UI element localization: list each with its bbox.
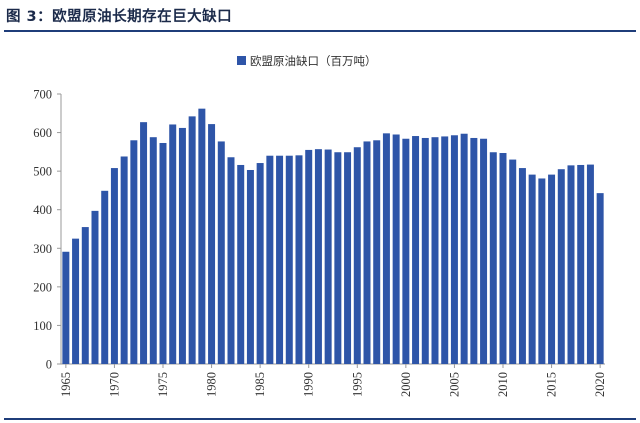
bars [62,108,604,365]
bar-1978 [188,116,196,365]
bar-1990 [305,149,313,364]
bar-1997 [373,140,381,364]
bar-2003 [431,137,439,364]
bar-1971 [120,156,128,364]
bar-1970 [110,168,118,364]
bar-1973 [140,122,148,364]
bar-1995 [353,147,361,364]
legend-label: 欧盟原油缺口（百万吨） [250,54,377,68]
bar-2019 [586,164,594,364]
x-tick-label: 1985 [253,372,267,397]
x-tick-label: 1970 [107,372,121,397]
bar-2016 [557,169,565,364]
bar-2018 [577,164,585,364]
y-tick-label: 300 [33,242,52,256]
x-tick-label: 2020 [593,372,607,397]
bar-1965 [62,251,70,364]
y-tick-label: 700 [33,88,52,102]
bar-1993 [334,152,342,364]
bar-1984 [246,169,254,364]
bar-1989 [295,155,303,364]
y-tick-label: 400 [33,203,52,217]
bar-1998 [382,133,390,364]
x-axis: 1965 1970 1975 1980 1985 1990 1995 2000 2005 2010… [59,363,607,397]
bar-1968 [91,210,99,364]
bar-2017 [567,165,575,364]
bar-2013 [528,174,536,364]
x-tick-label: 2010 [496,372,510,397]
bar-1988 [285,155,293,364]
x-tick-label: 1995 [350,372,364,397]
bar-2001 [412,136,420,364]
bar-2020 [596,193,604,364]
bar-1975 [159,142,167,364]
bar-2011 [509,159,517,364]
bar-1994 [344,152,352,364]
bar-2006 [460,133,468,364]
x-tick-label: 1965 [59,372,73,397]
bar-2010 [499,153,507,364]
x-tick-label: 2015 [545,372,559,397]
bar-1982 [227,157,235,364]
bar-1999 [392,134,400,364]
y-tick-label: 500 [33,165,52,179]
x-tick-label: 2000 [399,372,413,397]
legend-swatch [237,56,246,65]
bar-2002 [421,137,429,364]
bar-2009 [489,152,497,364]
bar-1992 [324,149,332,364]
bar-2005 [450,135,458,364]
y-tick-label: 0 [46,358,52,372]
bar-1966 [72,238,80,364]
x-tick-label: 2005 [447,372,461,397]
bar-2007 [470,137,478,364]
bar-1967 [81,227,89,364]
bar-2000 [402,138,410,364]
x-tick-label: 1975 [156,372,170,397]
bar-2008 [480,138,488,364]
x-tick-label: 1990 [302,372,316,397]
y-tick-label: 100 [33,319,52,333]
bar-1974 [149,137,157,364]
bar-2012 [518,168,526,364]
bar-2004 [441,136,449,364]
legend: 欧盟原油缺口（百万吨） [237,54,377,68]
bar-1972 [130,140,138,364]
y-tick-label: 600 [33,126,52,140]
bar-1980 [208,124,216,364]
bar-1976 [169,124,177,364]
top-rule [4,30,636,32]
y-tick-label: 200 [33,280,52,294]
bar-1987 [276,155,284,364]
bottom-rule [4,418,636,420]
bar-1981 [217,141,225,364]
bar-2015 [548,174,556,364]
bar-1996 [363,141,371,364]
bar-1985 [256,163,264,364]
bar-1969 [101,190,109,364]
y-axis: 0 100 200 300 400 500 600 700 [33,88,62,372]
bar-1991 [314,149,322,364]
x-tick-label: 1980 [205,372,219,397]
bar-1986 [266,155,274,364]
bar-2014 [538,178,546,364]
bar-1979 [198,108,206,364]
bar-1983 [237,164,245,364]
figure-title: 图 3：欧盟原油长期存在巨大缺口 [6,9,233,25]
bar-1977 [178,127,186,364]
